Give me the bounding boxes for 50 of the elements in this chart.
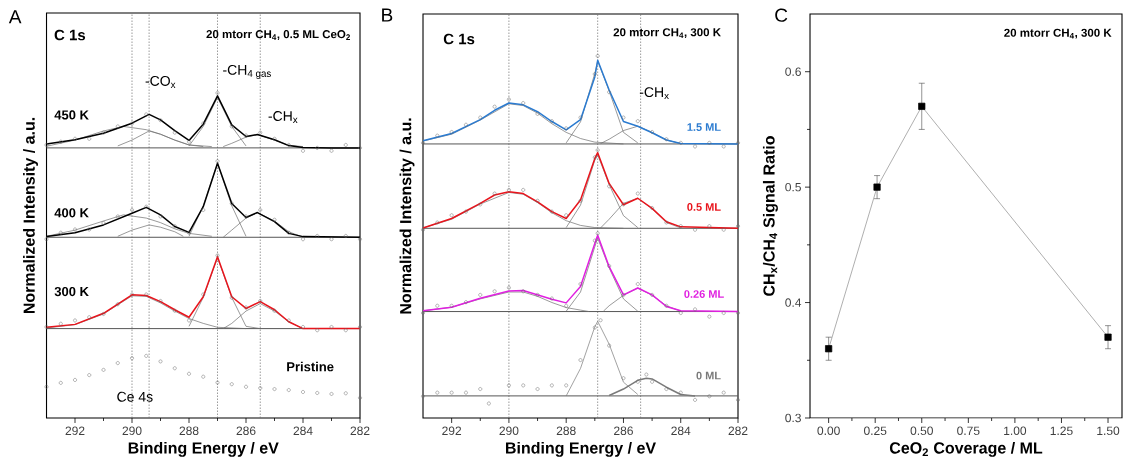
text: B	[382, 8, 393, 22]
x-tick-label: 290	[122, 426, 142, 436]
x-tick-label: 284	[293, 426, 313, 436]
y-tick-label: 0.3	[785, 413, 801, 423]
x-tick-label: 286	[614, 426, 633, 436]
text: C 1s	[443, 33, 475, 45]
annotation: Ce 4s	[117, 391, 153, 402]
x-tick-label: 1.00	[1004, 426, 1027, 436]
series-label: 450 K	[54, 110, 89, 120]
annotation: -CH$_{x}$	[639, 87, 669, 100]
annotation: -CH$_{x}$	[268, 111, 298, 124]
chart-title: 20 mtorr CH$_{4}$, 300 K	[613, 28, 721, 38]
x-tick-label: 0.25	[863, 426, 887, 436]
x-tick-label: 292	[442, 426, 462, 436]
text: C	[775, 8, 788, 22]
y-axis-title: Normalized Intensity / a.u.	[399, 118, 415, 314]
x-tick-label: 290	[499, 426, 519, 436]
x-tick-label: 288	[179, 426, 199, 436]
series-label: 300 K	[54, 286, 89, 297]
x-tick-label: 284	[671, 426, 691, 436]
series-label: Pristine	[287, 361, 334, 372]
y-tick-label: 0.6	[785, 67, 801, 76]
series-label: 0 ML	[696, 371, 721, 380]
x-axis-title: Binding Energy / eV	[506, 441, 656, 457]
x-tick-label: 0.50	[910, 426, 933, 436]
y-tick-label: 0.4	[785, 298, 802, 307]
text: C 1s	[54, 29, 86, 41]
x-tick-label: 282	[350, 426, 370, 436]
x-tick-label: 288	[556, 426, 576, 436]
x-tick-label: 286	[236, 426, 256, 436]
series-label: 0.26 ML	[684, 290, 724, 298]
x-tick-label: 0.00	[817, 426, 840, 436]
x-tick-label: 1.25	[1050, 426, 1073, 436]
text: -CH$_{4 gas}$	[223, 64, 271, 79]
x-tick-label: 282	[728, 426, 748, 436]
series-label: 1.5 ML	[687, 123, 721, 131]
text: -CO$_{x}$	[145, 75, 176, 88]
y-tick-label: 0.5	[785, 182, 801, 192]
x-axis-title: CeO$_{2}$ Coverage / ML	[889, 441, 1043, 457]
series-label: 0.5 ML	[687, 203, 721, 211]
x-tick-label: 1.50	[1097, 426, 1120, 436]
text: 20 mtorr CH$_{4}$, 300 K	[1004, 28, 1112, 39]
x-tick-label: 0.75	[957, 426, 980, 436]
chart-title: 20 mtorr CH$_{4}$, 0.5 ML CeO$_{2}$	[206, 30, 350, 40]
series-label: 400 K	[54, 208, 89, 218]
x-tick-label: 292	[65, 426, 85, 436]
y-axis-title: CH$_{x}$/CH$_{4}$ Signal Ratio	[762, 136, 778, 296]
text: A	[8, 10, 22, 24]
y-axis-title: Normalized Intensity / a.u.	[23, 117, 38, 314]
x-axis-title: Binding Energy / eV	[128, 441, 279, 457]
